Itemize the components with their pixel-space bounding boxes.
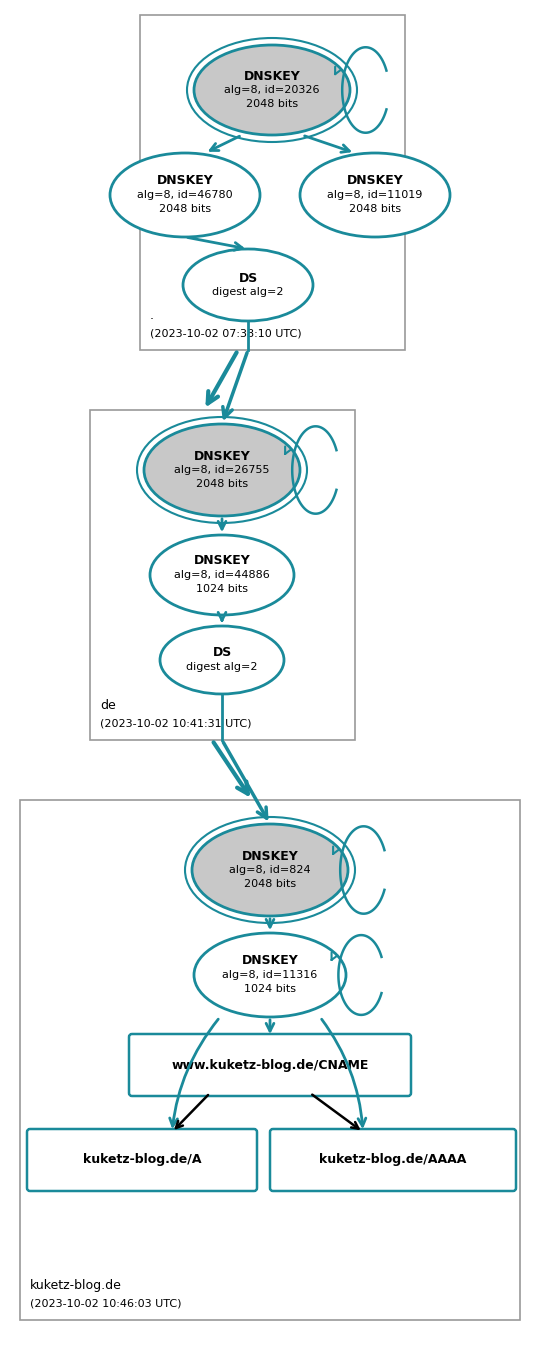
Ellipse shape [160, 626, 284, 694]
Text: de: de [100, 698, 116, 712]
Text: www.kuketz-blog.de/CNAME: www.kuketz-blog.de/CNAME [171, 1059, 369, 1071]
Text: (2023-10-02 10:46:03 UTC): (2023-10-02 10:46:03 UTC) [30, 1298, 182, 1309]
Text: DNSKEY: DNSKEY [157, 175, 213, 187]
FancyBboxPatch shape [27, 1130, 257, 1191]
Ellipse shape [183, 250, 313, 321]
Text: alg=8, id=26755: alg=8, id=26755 [174, 465, 270, 475]
Ellipse shape [192, 824, 348, 917]
FancyBboxPatch shape [20, 800, 520, 1319]
Ellipse shape [144, 424, 300, 517]
Text: DNSKEY: DNSKEY [244, 69, 300, 83]
Text: DNSKEY: DNSKEY [194, 555, 250, 568]
FancyBboxPatch shape [90, 410, 355, 740]
Text: 2048 bits: 2048 bits [196, 479, 248, 490]
Text: DS: DS [238, 271, 258, 285]
Text: DNSKEY: DNSKEY [194, 449, 250, 462]
FancyBboxPatch shape [129, 1035, 411, 1096]
Text: 1024 bits: 1024 bits [244, 984, 296, 994]
Text: 2048 bits: 2048 bits [159, 203, 211, 214]
Text: 2048 bits: 2048 bits [246, 99, 298, 108]
Text: alg=8, id=44886: alg=8, id=44886 [174, 570, 270, 580]
Text: (2023-10-02 07:38:10 UTC): (2023-10-02 07:38:10 UTC) [150, 328, 301, 338]
Text: .: . [150, 309, 154, 321]
FancyBboxPatch shape [140, 15, 405, 350]
Ellipse shape [300, 153, 450, 237]
Text: alg=8, id=11316: alg=8, id=11316 [222, 970, 318, 980]
Text: DS: DS [212, 647, 232, 659]
Text: kuketz-blog.de/AAAA: kuketz-blog.de/AAAA [319, 1154, 467, 1166]
Text: (2023-10-02 10:41:31 UTC): (2023-10-02 10:41:31 UTC) [100, 717, 251, 728]
Ellipse shape [150, 536, 294, 616]
Text: 2048 bits: 2048 bits [244, 879, 296, 890]
Text: alg=8, id=824: alg=8, id=824 [229, 865, 311, 875]
Text: alg=8, id=11019: alg=8, id=11019 [327, 190, 423, 199]
Text: digest alg=2: digest alg=2 [186, 662, 258, 673]
Text: 2048 bits: 2048 bits [349, 203, 401, 214]
Text: alg=8, id=46780: alg=8, id=46780 [137, 190, 233, 199]
Text: digest alg=2: digest alg=2 [212, 287, 284, 297]
Text: 1024 bits: 1024 bits [196, 584, 248, 594]
Text: kuketz-blog.de: kuketz-blog.de [30, 1279, 122, 1292]
Ellipse shape [110, 153, 260, 237]
Ellipse shape [194, 45, 350, 136]
Text: DNSKEY: DNSKEY [242, 955, 298, 967]
Ellipse shape [194, 933, 346, 1017]
Text: DNSKEY: DNSKEY [347, 175, 403, 187]
Text: alg=8, id=20326: alg=8, id=20326 [224, 85, 320, 95]
FancyBboxPatch shape [270, 1130, 516, 1191]
Text: kuketz-blog.de/A: kuketz-blog.de/A [83, 1154, 201, 1166]
Text: DNSKEY: DNSKEY [242, 849, 298, 862]
